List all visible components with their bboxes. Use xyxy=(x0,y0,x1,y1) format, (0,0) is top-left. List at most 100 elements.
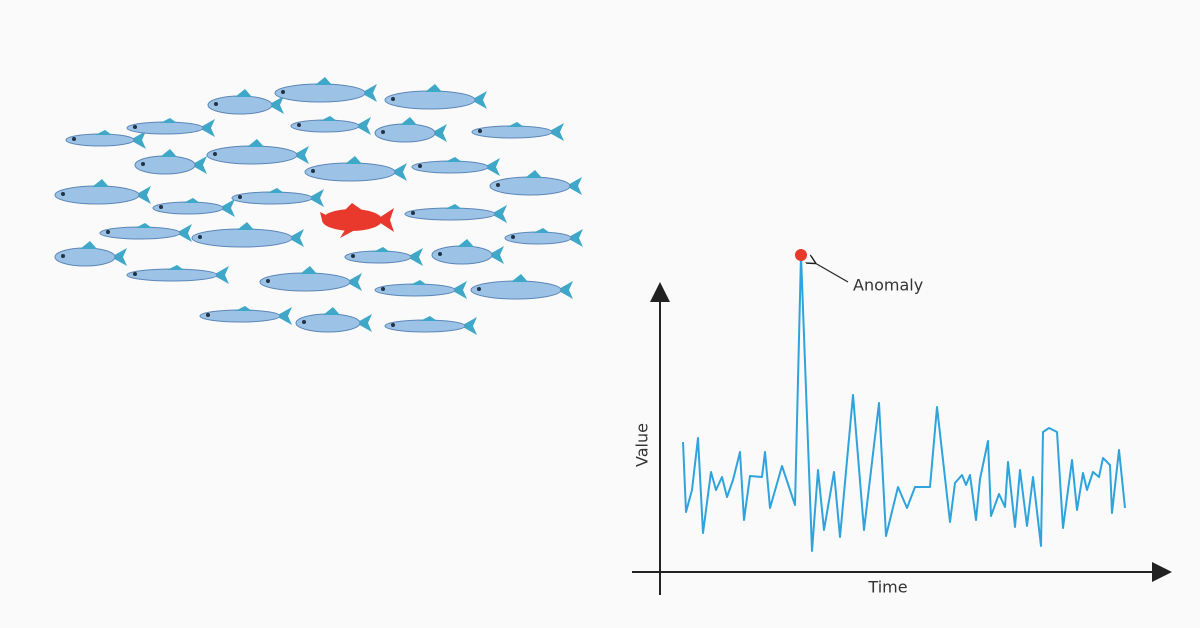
fish-fin xyxy=(425,84,442,92)
anomaly-point xyxy=(795,249,807,261)
fish xyxy=(199,306,292,325)
red-fish xyxy=(320,203,394,238)
fish-eye xyxy=(206,313,210,317)
fish-body xyxy=(384,319,466,333)
fish-eye xyxy=(511,235,515,239)
fish-eye xyxy=(496,183,500,187)
fish-fin xyxy=(300,266,317,274)
fish-tail xyxy=(451,281,467,299)
fish-body xyxy=(126,268,218,282)
fish-fin xyxy=(235,89,252,97)
fish xyxy=(411,157,500,176)
fish-tail xyxy=(111,248,127,266)
fish-body xyxy=(206,145,298,165)
fish-fin xyxy=(92,179,109,187)
fish-eye xyxy=(214,102,218,106)
fish-fin xyxy=(135,223,152,228)
fish-tail xyxy=(130,131,146,149)
fish xyxy=(274,77,377,103)
fish xyxy=(99,223,192,242)
fish-eye xyxy=(391,97,395,101)
fish-body xyxy=(152,201,224,215)
fish-fin xyxy=(445,157,462,162)
fish-body xyxy=(54,185,140,205)
fish xyxy=(295,307,372,333)
fish-body xyxy=(374,283,456,297)
fish-body xyxy=(471,125,553,139)
data-line xyxy=(682,254,1126,552)
fish-tail xyxy=(219,199,235,217)
fish xyxy=(65,130,146,149)
fish-fin xyxy=(315,77,332,85)
fish-eye xyxy=(351,254,355,258)
fish-eye xyxy=(61,192,65,196)
fish-fin xyxy=(167,265,184,270)
fish-eye xyxy=(238,195,242,199)
fish-tail xyxy=(491,205,507,223)
fish-body xyxy=(99,226,181,240)
fish-eye xyxy=(477,287,481,291)
fish xyxy=(384,84,487,110)
fish-fin xyxy=(410,280,427,285)
fish-eye xyxy=(311,169,315,173)
fish xyxy=(54,179,151,205)
fish-eye xyxy=(61,254,65,258)
fish xyxy=(304,156,407,182)
fish-body xyxy=(304,162,396,182)
fish xyxy=(470,274,573,300)
fish-eye xyxy=(141,162,145,166)
fish-body xyxy=(384,90,476,110)
fish-tail xyxy=(293,146,309,164)
fish-tail xyxy=(356,314,372,332)
fish-eye xyxy=(133,272,137,276)
fish-tail xyxy=(320,212,328,220)
fish-body xyxy=(344,250,412,264)
fish-eye xyxy=(438,252,442,256)
fish xyxy=(134,149,207,175)
x-axis-label: Time xyxy=(867,578,907,597)
fish xyxy=(404,204,507,223)
fish xyxy=(504,228,583,247)
fish-tail xyxy=(199,119,215,137)
fish-body xyxy=(191,228,293,248)
fish xyxy=(206,139,309,165)
fish-fin xyxy=(80,241,97,249)
fish-eye xyxy=(478,129,482,133)
fish-eye xyxy=(381,287,385,291)
fish-fin xyxy=(95,130,112,135)
fish-fin xyxy=(160,118,177,123)
fish xyxy=(374,117,447,143)
fish xyxy=(126,265,229,284)
fish-tail xyxy=(268,96,284,114)
fish-tail xyxy=(176,224,192,242)
fish-eye xyxy=(133,125,137,129)
fish-fin xyxy=(420,316,437,321)
fish-tail xyxy=(567,229,583,247)
fish xyxy=(374,280,467,299)
fish-eye xyxy=(213,152,217,156)
fish-tail xyxy=(288,229,304,247)
fish-tail xyxy=(391,163,407,181)
fish-fin xyxy=(323,307,340,315)
fish-body xyxy=(470,280,562,300)
fish-eye xyxy=(106,230,110,234)
fish-school xyxy=(54,77,583,335)
fish-body xyxy=(290,119,360,133)
fish-body xyxy=(259,272,351,292)
fish-eye xyxy=(297,123,301,127)
fish xyxy=(290,116,371,135)
fish-fin xyxy=(525,170,542,178)
fish xyxy=(54,241,127,267)
fish-eye xyxy=(302,320,306,324)
fish-tail xyxy=(431,124,447,142)
fish-tail xyxy=(471,91,487,109)
fish-tail xyxy=(548,123,564,141)
fish-fin xyxy=(237,222,254,230)
fish-tail xyxy=(308,189,324,207)
fish-tail xyxy=(488,246,504,264)
fish-body xyxy=(126,121,204,135)
fish-tail xyxy=(191,156,207,174)
fish-tail xyxy=(376,208,394,232)
fish-fin xyxy=(183,198,200,203)
